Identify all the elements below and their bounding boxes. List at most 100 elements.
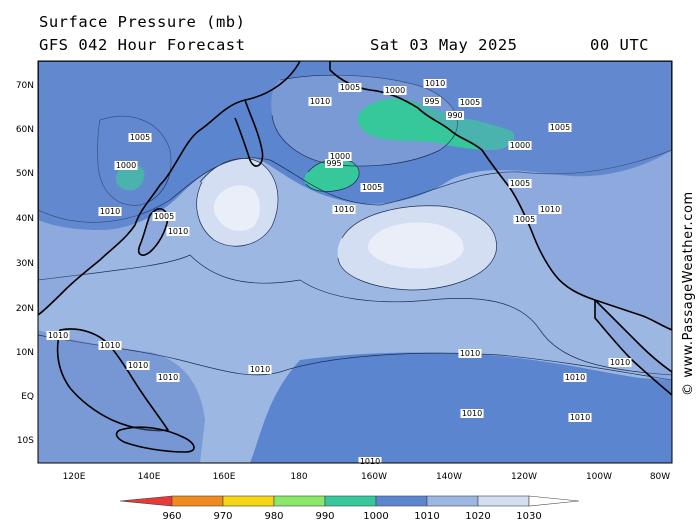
lon-label: 80W <box>650 472 670 482</box>
isobar-label-group: 1005 101010009959901005101010001005995101… <box>46 79 632 466</box>
legend-tick-label: 970 <box>213 511 232 522</box>
isobar-label: 1010 <box>360 457 380 466</box>
lat-label: 70N <box>16 81 34 91</box>
isobar-label-bg <box>128 133 152 142</box>
legend-colorbar: 960 970 980 990 1000 1010 1020 1030 <box>119 495 580 522</box>
isobars <box>38 74 672 381</box>
isobar-label-bg <box>508 141 532 150</box>
lon-label: 140E <box>138 472 161 482</box>
lat-label: 60N <box>16 125 34 135</box>
isobar-label-bg <box>446 111 464 120</box>
isobar-label: 1010 <box>100 207 120 216</box>
isobar-label: 1010 <box>570 413 590 422</box>
isobar-label: 990 <box>447 111 462 120</box>
isobar-label: 1010 <box>565 373 585 382</box>
isobar-label: 995 <box>326 159 341 168</box>
isobar-label-bg <box>98 207 122 216</box>
lon-label: 160E <box>213 472 236 482</box>
isobar-label: 1010 <box>158 373 178 382</box>
legend-tick-label: 990 <box>315 511 334 522</box>
isobar-label-bg <box>152 212 176 221</box>
forecast-subtitle: GFS 042 Hour Forecast <box>39 36 246 54</box>
central-america-coast <box>594 299 672 396</box>
isobar-label: 1000 <box>116 161 136 170</box>
isobar-label-bg <box>114 161 138 170</box>
isobar-label-bg <box>308 97 332 106</box>
lon-label: 120E <box>63 472 86 482</box>
isobar-label: 1010 <box>128 361 148 370</box>
isobar-label-bg <box>563 373 587 382</box>
legend-swatch <box>528 495 580 507</box>
map-title: Surface Pressure (mb) <box>39 13 246 31</box>
isobar-label: 1005 <box>340 83 360 92</box>
isobar-label-bg <box>568 413 592 422</box>
low-1000-alaska <box>357 98 515 150</box>
lat-label: EQ <box>21 392 34 402</box>
lon-label: 120W <box>511 472 537 482</box>
isobar-label: 1010 <box>540 205 560 214</box>
high-1030-west <box>213 185 260 231</box>
legend-tick-label: 1030 <box>516 511 541 522</box>
isobar-label: 1000 <box>330 152 350 161</box>
lat-label: 10N <box>16 348 34 358</box>
forecast-time: 00 UTC <box>590 36 649 54</box>
isobar-label: 1010 <box>250 365 270 374</box>
isobar-label-bg <box>248 365 272 374</box>
lon-labels: 120E 140E 160E 180 160W 140W 120W 100W 80W <box>63 472 671 482</box>
isobar-label: 1010 <box>100 341 120 350</box>
legend-tick-label: 1010 <box>414 511 439 522</box>
isobar-label-bg <box>458 98 482 107</box>
isobar-label: 1010 <box>462 409 482 418</box>
isobar-label: 1010 <box>610 358 630 367</box>
isobar-label-bg <box>166 227 190 236</box>
isobar-label-bg <box>338 83 362 92</box>
isobar-label: 1005 <box>130 133 150 142</box>
map-frame <box>37 60 673 464</box>
isobar-label: 1010 <box>310 97 330 106</box>
isobar-label-bg <box>458 349 482 358</box>
isobar-label: 1000 <box>510 141 530 150</box>
isobar-label: 1010 <box>168 227 188 236</box>
lat-label: 10S <box>17 436 34 446</box>
isobar-label: 1005 <box>550 123 570 132</box>
lon-label: 180 <box>290 472 307 482</box>
isobar-label-bg <box>98 341 122 350</box>
lon-label: 160W <box>361 472 387 482</box>
low-1000-central <box>304 159 360 192</box>
isobar-label-bg <box>423 79 447 88</box>
isobar-label: 1000 <box>385 86 405 95</box>
lat-label: 50N <box>16 169 34 179</box>
high-1030-east <box>368 222 464 269</box>
lat-labels: 70N 60N 50N 40N 30N 20N 10N EQ 10S <box>16 81 34 446</box>
isobar-label-bg <box>460 409 484 418</box>
isobar-label-bg <box>508 179 532 188</box>
isobar-label-bg <box>538 205 562 214</box>
kamchatka-coast <box>234 99 264 167</box>
legend-tick-label: 1000 <box>363 511 388 522</box>
isobar-label: 995 <box>424 97 439 106</box>
legend-tick-label: 960 <box>162 511 181 522</box>
coastlines <box>38 61 672 453</box>
isobar-label: 1010 <box>425 79 445 88</box>
legend-swatch <box>375 495 428 507</box>
isobar-label-bg <box>328 152 352 161</box>
isobar-label-bg <box>608 358 632 367</box>
isobar-label: 1005 <box>362 183 382 192</box>
isobar-label: 1010 <box>48 331 68 340</box>
isobar-label: 1010 <box>460 349 480 358</box>
legend-swatch <box>222 495 275 507</box>
legend-swatch <box>171 495 224 507</box>
legend-tick-label: 980 <box>264 511 283 522</box>
legend-swatch <box>324 495 377 507</box>
isobar-label-bg <box>325 159 343 168</box>
lon-label: 100W <box>586 472 612 482</box>
legend-swatch <box>477 495 530 507</box>
watermark-text: © www.PassageWeather.com <box>681 191 696 396</box>
north-america-coast <box>329 61 672 331</box>
new-guinea-coast <box>115 426 195 453</box>
legend-tick-label: 1020 <box>465 511 490 522</box>
isobar-label-bg <box>548 123 572 132</box>
legend-swatch <box>426 495 479 507</box>
isobar-label-bg <box>358 457 382 466</box>
